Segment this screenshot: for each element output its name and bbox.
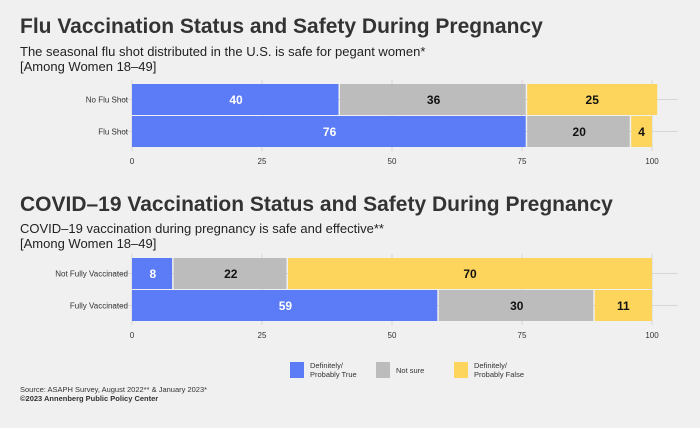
x-tick-label-1-75: 75 [518,157,527,166]
legend-item-false: Definitely/ Probably False [454,361,526,379]
data-label-no-flu-shot-true: 40 [229,93,243,107]
category-label-not-fully-vaccinated: Not Fully Vaccinated [55,270,128,279]
bar-no-flu-shot-true [132,84,339,115]
legend-label-false: Definitely/ Probably False [474,361,526,379]
bar-fully-vaccinated-false [594,290,652,321]
data-label-not-fully-vaccinated-true: 8 [149,267,156,281]
category-label-fully-vaccinated: Fully Vaccinated [70,302,128,311]
legend-swatch-true [290,362,304,378]
bar-no-flu-shot-false [527,84,658,115]
data-label-flu-shot-not-sure: 20 [573,125,587,139]
bar-not-fully-vaccinated-not-sure [173,258,287,289]
chart2-subtitle-population: [Among Women 18–49] [20,236,157,251]
chart2-subtitle: COVID–19 vaccination during pregnancy is… [20,221,384,236]
data-label-not-fully-vaccinated-false: 70 [463,267,477,281]
bar-not-fully-vaccinated-true [132,258,173,289]
bar-no-flu-shot-not-sure [340,84,526,115]
chart1-subtitle-population: [Among Women 18–49] [20,59,157,74]
bar-fully-vaccinated-not-sure [438,290,594,321]
legend-item-true: Definitely/ Probably True [290,361,362,379]
category-label-flu-shot: Flu Shot [98,128,129,137]
data-label-fully-vaccinated-not-sure: 30 [510,299,524,313]
data-label-flu-shot-true: 76 [323,125,337,139]
legend-label-false-line2: Probably False [474,370,525,379]
x-tick-label-2-0: 0 [130,331,135,340]
source-note: Source: ASAPH Survey, August 2022** & Ja… [20,385,208,394]
bar-not-fully-vaccinated-false [288,258,652,289]
legend: Definitely/ Probably True Not sure Defin… [290,358,540,382]
legend-label-true: Definitely/ Probably True [310,361,362,379]
x-tick-label-2-100: 100 [645,331,659,340]
bar-flu-shot-false [631,116,652,147]
data-label-no-flu-shot-not-sure: 36 [427,93,441,107]
x-tick-label-2-25: 25 [258,331,267,340]
legend-swatch-false [454,362,468,378]
covid-bar-chart: Not Fully Vaccinated 8 22 70 Fully Vaccinate… [55,254,678,340]
legend-label-true-line2: Probably True [310,370,357,379]
x-tick-label-1-50: 50 [388,157,397,166]
legend-label-false-line1: Definitely/ [474,361,507,370]
x-tick-label-1-25: 25 [258,157,267,166]
category-label-no-flu-shot: No Flu Shot [86,96,129,105]
bar-flu-shot-true [132,116,526,147]
x-tick-label-2-50: 50 [388,331,397,340]
x-tick-label-1-0: 0 [130,157,135,166]
legend-swatch-not-sure [376,362,390,378]
legend-label-true-line1: Definitely/ [310,361,343,370]
legend-item-not-sure: Not sure [376,362,440,378]
data-label-no-flu-shot-false: 25 [586,93,600,107]
chart1-title: Flu Vaccination Status and Safety During… [20,15,543,38]
bar-flu-shot-not-sure [527,116,630,147]
data-label-not-fully-vaccinated-not-sure: 22 [224,267,238,281]
data-label-flu-shot-false: 4 [638,125,645,139]
chart1-subtitle: The seasonal flu shot distributed in the… [20,44,426,59]
copyright-note: ©2023 Annenberg Public Policy Center [20,394,159,403]
legend-label-not-sure: Not sure [396,365,425,375]
bar-fully-vaccinated-true [132,290,438,321]
data-label-fully-vaccinated-true: 59 [279,299,293,313]
x-tick-label-1-100: 100 [645,157,659,166]
chart2-title: COVID–19 Vaccination Status and Safety D… [20,193,613,216]
data-label-fully-vaccinated-false: 11 [617,299,630,313]
x-tick-label-2-75: 75 [518,331,527,340]
